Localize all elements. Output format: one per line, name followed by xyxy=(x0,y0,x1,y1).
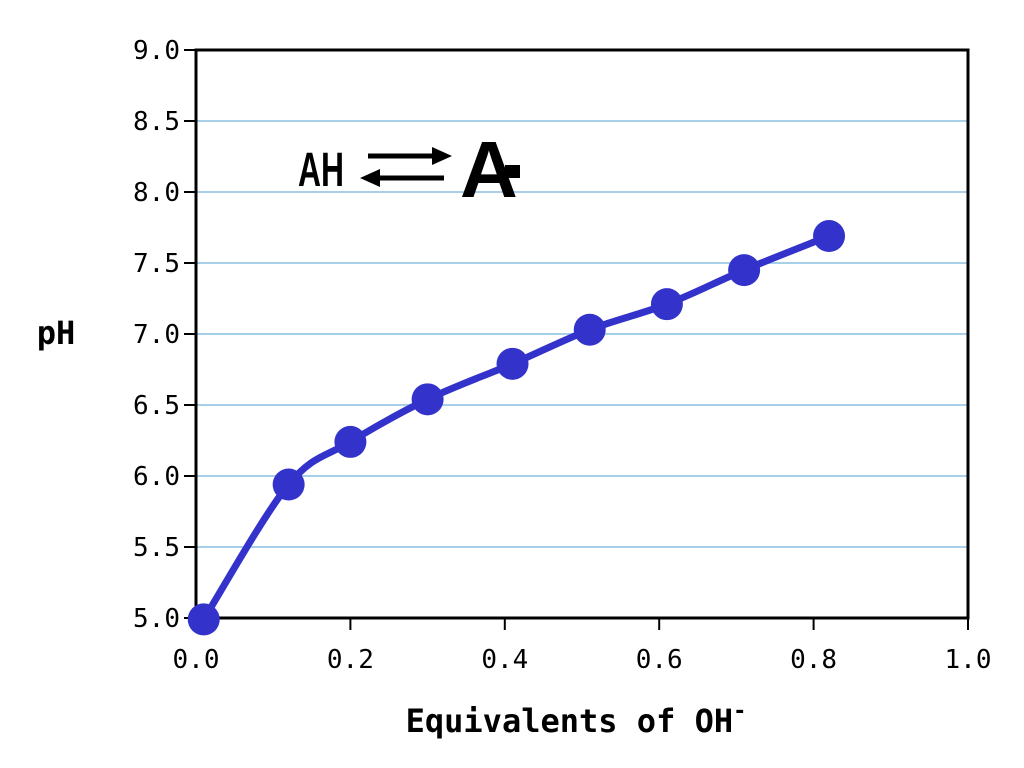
x-tick-label: 0.4 xyxy=(481,645,528,675)
x-axis-title: Equivalents of OH- xyxy=(406,699,747,740)
plot-area-frame xyxy=(194,48,970,620)
gridlines xyxy=(196,120,968,548)
y-tick-label: 7.0 xyxy=(133,320,180,350)
y-tick-label: 9.0 xyxy=(133,36,180,66)
y-tick-label: 5.0 xyxy=(133,604,180,634)
series-line xyxy=(200,232,833,623)
y-axis-ticks: 5.0 5.5 6.0 6.5 7.0 7.5 8.0 8.5 9.0 xyxy=(133,36,196,634)
y-tick-label: 6.5 xyxy=(133,391,180,421)
data-point xyxy=(650,288,683,321)
data-point xyxy=(411,383,444,416)
data-point xyxy=(496,347,529,380)
y-tick-label: 8.5 xyxy=(133,107,180,137)
y-tick-label: 7.5 xyxy=(133,249,180,279)
y-tick-label: 5.5 xyxy=(133,533,180,563)
y-tick-label: 6.0 xyxy=(133,462,180,492)
data-point xyxy=(573,313,606,346)
y-axis-title: pH xyxy=(37,314,76,352)
x-tick-label: 0.2 xyxy=(327,645,374,675)
x-axis-ticks: 0.0 0.2 0.4 0.6 0.8 1.0 xyxy=(173,618,992,675)
data-point xyxy=(728,254,761,287)
y-tick-label: 8.0 xyxy=(133,178,180,208)
product-charge-mark xyxy=(505,165,520,178)
x-tick-label: 1.0 xyxy=(945,645,992,675)
x-tick-label: 0.6 xyxy=(636,645,683,675)
data-point xyxy=(334,425,367,458)
equilibrium-arrows-icon xyxy=(360,147,452,187)
data-points xyxy=(187,220,846,636)
x-axis-title-superscript: - xyxy=(733,699,746,724)
data-point xyxy=(272,468,305,501)
data-point xyxy=(813,220,846,253)
x-tick-label: 0.0 xyxy=(173,645,220,675)
data-point xyxy=(187,603,220,636)
equilibrium-annotation: AH A xyxy=(298,125,520,214)
x-axis-title-main: Equivalents of OH xyxy=(406,702,734,740)
reactant-label: AH xyxy=(298,144,344,197)
x-tick-label: 0.8 xyxy=(790,645,837,675)
